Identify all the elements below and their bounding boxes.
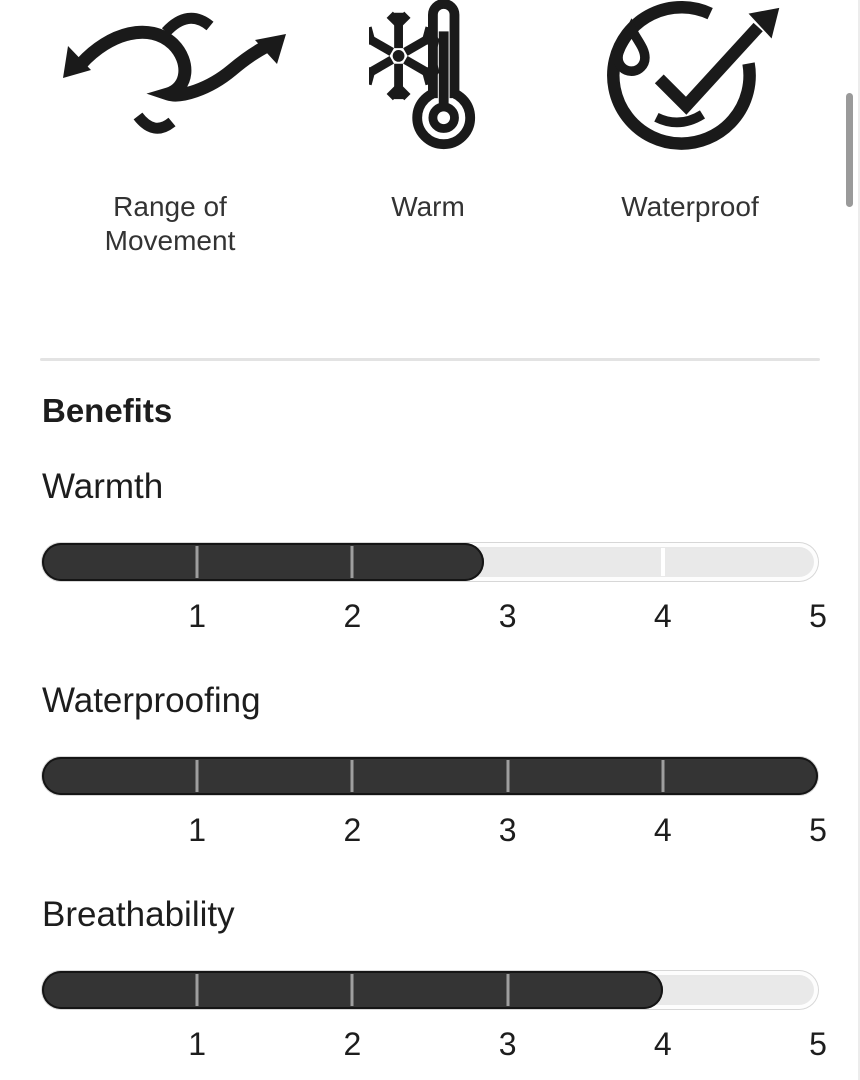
scale-tick	[350, 546, 354, 578]
scale-tick	[195, 974, 199, 1006]
scrollbar-track-edge	[858, 0, 860, 1080]
benefits-heading: Benefits	[42, 392, 173, 429]
scale-tick	[195, 760, 199, 792]
scale-tick	[506, 974, 510, 1006]
scale-label: 3	[498, 1026, 517, 1062]
rating-bar-fill	[42, 757, 818, 795]
rating-scale: 1 2 3 4 5	[42, 597, 827, 635]
scale-tick	[661, 760, 665, 792]
feature-icons-row: Range of Movement	[0, 0, 860, 258]
scale-label: 4	[653, 598, 672, 634]
scale-label: 2	[343, 812, 362, 848]
scale-label: 3	[498, 812, 517, 848]
rating-scale: 1 2 3 4 5	[42, 1025, 827, 1063]
rating-bar-track	[42, 757, 818, 795]
rating-scale: 1 2 3 4 5	[42, 811, 827, 849]
scale-tick	[350, 974, 354, 1006]
benefit-row-breathability: Breathability 1 2 3 4 5	[42, 894, 827, 1063]
benefit-name: Warmth	[42, 467, 164, 506]
scale-label: 5	[809, 812, 827, 848]
feature-range-of-movement: Range of Movement	[40, 0, 300, 256]
rating-bar-track	[42, 543, 818, 581]
scale-label: 2	[343, 1026, 362, 1062]
feature-warm: Warm	[298, 0, 558, 222]
scale-label: 5	[809, 1026, 827, 1062]
waterproof-icon	[607, 1, 780, 150]
scale-tick	[350, 760, 354, 792]
scale-label: 2	[343, 598, 362, 634]
scale-tick	[660, 548, 665, 576]
warm-icon-wrap	[298, 0, 558, 158]
benefits-section: Benefits Warmth 1 2 3 4 5 Waterproofing …	[42, 361, 827, 1063]
waterproof-icon-wrap	[560, 0, 820, 158]
benefit-row-waterproofing: Waterproofing 1 2 3 4 5	[42, 680, 827, 849]
scrollbar-thumb[interactable]	[846, 93, 853, 207]
scale-tick	[506, 760, 510, 792]
scale-label: 4	[653, 1026, 672, 1062]
feature-waterproof: Waterproof	[560, 0, 820, 222]
benefit-row-warmth: Warmth 1 2 3 4 5	[42, 466, 827, 635]
benefit-name: Breathability	[42, 895, 235, 934]
rating-bar-fill	[42, 543, 485, 581]
feature-label: Range of Movement	[104, 191, 236, 256]
section-divider	[40, 358, 820, 361]
range-of-movement-icon	[63, 12, 286, 134]
scale-label: 1	[188, 812, 207, 848]
scale-label: 4	[653, 812, 672, 848]
scale-label: 1	[188, 1026, 207, 1062]
warm-icon	[369, 0, 476, 150]
feature-label: Waterproof	[621, 191, 759, 222]
scale-label: 1	[188, 598, 207, 634]
scale-label: 3	[498, 598, 517, 634]
scale-label: 5	[809, 598, 827, 634]
rating-bar-track	[42, 971, 818, 1009]
range-of-movement-icon-wrap	[40, 0, 300, 158]
feature-label: Warm	[391, 191, 465, 222]
benefit-name: Waterproofing	[42, 681, 261, 720]
scale-tick	[195, 546, 199, 578]
